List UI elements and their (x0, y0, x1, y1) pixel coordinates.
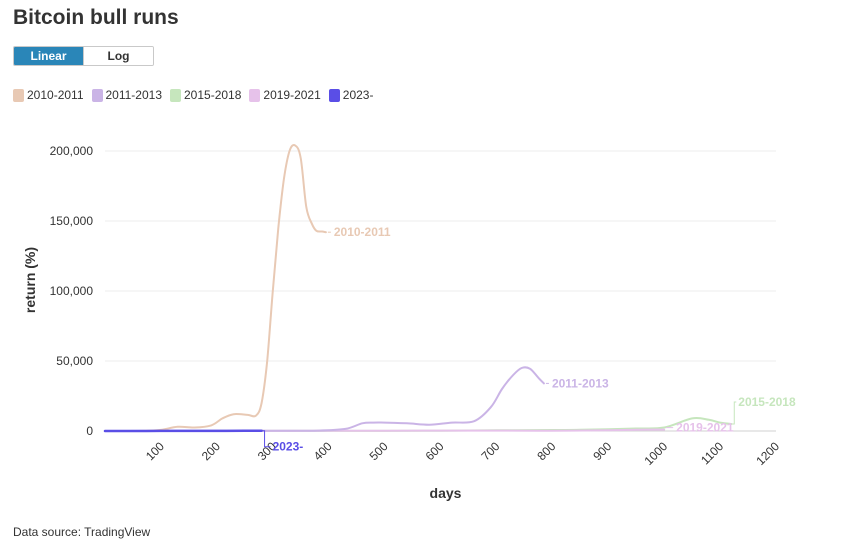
log-scale-button[interactable]: Log (83, 47, 153, 65)
x-tick-label: 1100 (698, 439, 726, 467)
x-tick-label: 600 (423, 439, 447, 463)
legend-swatch (170, 88, 181, 102)
legend-label: 2019-2021 (263, 88, 321, 102)
legend-swatch (91, 88, 103, 102)
x-tick-label: 100 (143, 439, 167, 463)
y-tick-label: 0 (86, 424, 93, 438)
series-end-label-2011-2013: 2011-2013 (552, 376, 609, 390)
series-end-label-2023: 2023- (273, 440, 304, 454)
x-tick-label: 1000 (642, 439, 671, 468)
x-tick-label: 500 (367, 439, 391, 463)
legend-swatch (249, 88, 261, 102)
x-tick-label: 700 (478, 439, 502, 463)
y-tick-label: 100,000 (50, 284, 94, 298)
series-line-2010-2011 (104, 143, 327, 432)
legend-item-2023[interactable]: 2023- (328, 88, 374, 102)
legend-item-2015-2018[interactable]: 2015-2018 (170, 88, 241, 102)
y-tick-label: 200,000 (50, 144, 94, 158)
data-source-note: Data source: TradingView (13, 525, 151, 539)
series-label-connector (731, 401, 737, 425)
linear-scale-button[interactable]: Linear (14, 47, 83, 65)
chart-title: Bitcoin bull runs (13, 6, 179, 29)
legend-label: 2023- (342, 88, 374, 102)
x-tick-label: 800 (534, 439, 558, 463)
legend: 2010-2011 2011-2013 2015-2018 2019-2021 2023… (13, 88, 381, 102)
legend-item-2010-2011[interactable]: 2010-2011 (13, 88, 84, 102)
x-tick-label: 200 (199, 439, 223, 463)
series-end-label-2015-2018: 2015-2018 (738, 395, 796, 409)
legend-swatch (328, 88, 340, 102)
legend-label: 2010-2011 (27, 88, 84, 102)
x-tick-label: 1200 (753, 439, 782, 468)
series-label-connector (261, 430, 271, 448)
legend-item-2019-2021[interactable]: 2019-2021 (249, 88, 321, 102)
legend-label: 2011-2013 (105, 88, 163, 102)
y-axis-title: return (%) (22, 247, 38, 313)
x-tick-label: 900 (590, 439, 614, 463)
legend-label: 2015-2018 (184, 88, 242, 102)
legend-swatch (13, 88, 24, 102)
legend-item-2011-2013[interactable]: 2011-2013 (91, 88, 163, 102)
series-end-label-2010-2011: 2010-2011 (334, 225, 391, 239)
x-axis-title: days (430, 485, 462, 501)
y-tick-label: 150,000 (50, 214, 94, 228)
y-tick-label: 50,000 (56, 354, 93, 368)
series-line-2011-2013 (104, 366, 545, 432)
x-tick-label: 400 (311, 439, 335, 463)
series-end-label-2019-2021: 2019-2021 (676, 421, 734, 435)
scale-toggle: Linear Log (13, 46, 154, 66)
